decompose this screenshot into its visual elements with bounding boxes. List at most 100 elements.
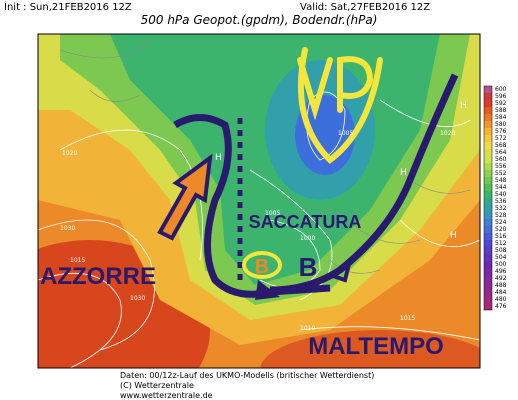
colorbar-swatch <box>484 212 492 219</box>
isobar-label: 1020 <box>440 130 455 137</box>
coastlines <box>59 39 471 274</box>
colorbar-swatch <box>484 100 492 107</box>
colorbar-label: 484 <box>495 289 507 296</box>
isobar-label: 1015 <box>70 257 85 264</box>
colorbar-swatch <box>484 121 492 128</box>
colorbar-label: 536 <box>495 198 507 205</box>
colorbar-label: 600 <box>495 86 507 93</box>
colorbar-label: 592 <box>495 100 507 107</box>
high-label: H <box>460 101 467 111</box>
colorbar-label: 580 <box>495 121 507 128</box>
isobar-label: 1005 <box>265 210 280 217</box>
colorbar-label: 488 <box>495 282 507 289</box>
colorbar-swatch <box>484 198 492 205</box>
colorbar-swatch <box>484 282 492 289</box>
warm-area <box>260 330 480 368</box>
colorbar-label: 576 <box>495 128 507 135</box>
init-text: Init : Sun,21FEB2016 12Z <box>4 2 132 13</box>
colorbar-swatch <box>484 142 492 149</box>
footer-text: www.wetterzentrale.de <box>120 391 213 400</box>
colorbar-label: 544 <box>495 184 507 191</box>
colorbar-swatch <box>484 163 492 170</box>
colorbar-swatch <box>484 247 492 254</box>
region-label: AZZORRE <box>40 263 156 290</box>
colorbar-swatch <box>484 135 492 142</box>
high-label: H <box>450 231 457 241</box>
arrow-head <box>255 280 280 300</box>
colorbar-swatch <box>484 156 492 163</box>
colorbar-label: 520 <box>495 226 507 233</box>
colorbar-swatch <box>484 268 492 275</box>
map-frame <box>37 33 481 369</box>
colorbar-label: 552 <box>495 170 507 177</box>
colorbar-swatch <box>484 128 492 135</box>
colorbar-label: 572 <box>495 135 507 142</box>
colorbar-label: 568 <box>495 142 507 149</box>
colorbar-label: 524 <box>495 219 507 226</box>
isobar-label: 1020 <box>62 150 77 157</box>
arrow-head <box>329 259 352 283</box>
colorbar-label: 596 <box>495 93 507 100</box>
high-label: H <box>400 168 407 178</box>
colorbar-label: 584 <box>495 114 507 121</box>
colorbar-frame <box>483 85 493 311</box>
colorbar-label: 588 <box>495 107 507 114</box>
colorbar-swatch <box>484 205 492 212</box>
isobar-label: 1000 <box>300 235 315 242</box>
low-label: B <box>255 256 269 278</box>
flow-arrow <box>157 153 213 241</box>
isobar-label: 1030 <box>130 295 145 302</box>
footer-text: Daten: 00/12z-Lauf des UKMO-Modells (bri… <box>120 371 374 380</box>
colorbar-label: 548 <box>495 177 507 184</box>
colorbar-swatch <box>484 184 492 191</box>
high-label: H <box>215 153 222 163</box>
colorbar-swatch <box>484 226 492 233</box>
colorbar-label: 540 <box>495 191 507 198</box>
weather-label: MALTEMPO <box>308 333 444 360</box>
footer-text: (C) Wetterzentrale <box>120 381 194 390</box>
colorbar-swatch <box>484 149 492 156</box>
low-label: B <box>299 252 318 282</box>
colorbar-swatch <box>484 240 492 247</box>
low-outline <box>242 251 282 279</box>
colorbar-label: 556 <box>495 163 507 170</box>
colorbar-swatch <box>484 177 492 184</box>
colorbar-label: 480 <box>495 296 507 303</box>
colorbar-swatch <box>484 233 492 240</box>
colorbar-label: 496 <box>495 268 507 275</box>
colorbar-swatch <box>484 93 492 100</box>
colorbar-swatch <box>484 107 492 114</box>
colorbar-label: 492 <box>495 275 507 282</box>
isobar-label: 1030 <box>60 225 75 232</box>
colorbar-label: 476 <box>495 303 507 310</box>
colorbar-swatch <box>484 170 492 177</box>
isobar-label: 1010 <box>300 325 315 332</box>
colorbar-swatch <box>484 275 492 282</box>
colorbar-swatch <box>484 114 492 121</box>
colorbar-label: 528 <box>495 212 507 219</box>
colorbar-swatch <box>484 254 492 261</box>
trough-line <box>173 73 459 298</box>
colorbar-label: 508 <box>495 247 507 254</box>
colorbar-label: 500 <box>495 261 507 268</box>
isobar-label: 1015 <box>400 315 415 322</box>
colorbar-swatch <box>484 289 492 296</box>
vortex-outline <box>297 47 383 164</box>
colorbar-label: 516 <box>495 233 507 240</box>
colorbar-swatch <box>484 296 492 303</box>
colorbar-swatch <box>484 261 492 268</box>
colorbar-swatch <box>484 191 492 198</box>
colorbar-swatch <box>484 219 492 226</box>
trough-label: SACCATURA <box>249 212 362 232</box>
map-title: 500 hPa Geopot.(gpdm), Bodendr.(hPa) <box>141 13 378 27</box>
colorbar-swatch <box>484 86 492 93</box>
colorbar-label: 560 <box>495 156 507 163</box>
colorbar-swatch <box>484 303 492 310</box>
colorbar-label: 504 <box>495 254 507 261</box>
colorbar-label: 564 <box>495 149 507 156</box>
isobar-label: 1005 <box>338 130 353 137</box>
map: B B SACCATURA AZZORRE MALTEMPO H H H H 1030 1… <box>38 34 480 368</box>
colorbar-label: 532 <box>495 205 507 212</box>
valid-text: Valid: Sat,27FEB2016 12Z <box>300 2 430 13</box>
